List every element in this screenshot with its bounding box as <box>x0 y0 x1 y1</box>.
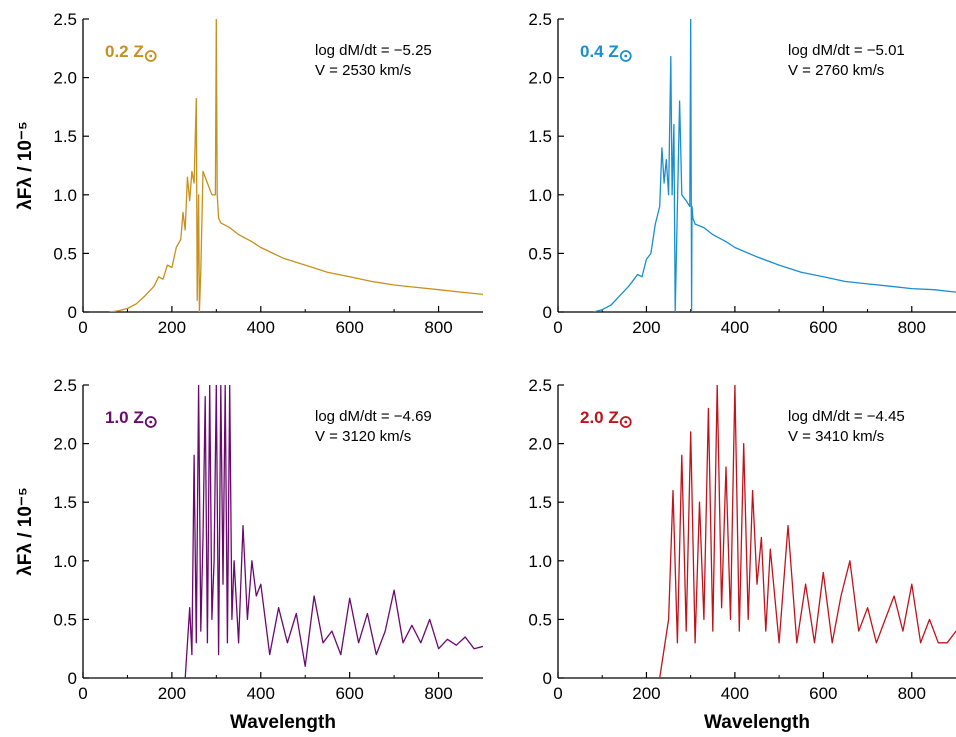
x-tick-label: 200 <box>632 318 660 337</box>
y-tick-label: 1.5 <box>528 127 552 146</box>
spectrum-line <box>109 19 483 312</box>
sun-symbol-dot <box>149 54 153 58</box>
x-tick-label: 400 <box>721 318 749 337</box>
sun-symbol-icon <box>619 50 632 62</box>
y-tick-label: 1.0 <box>53 552 77 571</box>
y-tick-label: 2.0 <box>528 435 552 454</box>
velocity-annotation: V = 3410 km/s <box>788 428 884 445</box>
x-tick-label: 0 <box>78 684 87 703</box>
y-tick-label: 0 <box>543 303 552 322</box>
sun-symbol-dot <box>624 54 628 58</box>
sun-symbol-icon <box>619 416 632 428</box>
y-tick-label: 0 <box>543 669 552 688</box>
velocity-annotation: V = 3120 km/s <box>315 428 411 445</box>
y-tick-label: 2.0 <box>53 435 77 454</box>
sun-symbol-icon <box>144 50 157 62</box>
x-tick-label: 800 <box>898 318 926 337</box>
x-tick-label: 600 <box>335 318 363 337</box>
chart-panel-bottom-left: 0 200 400 600 800 0 0.5 1.0 1.5 2.0 2.5 1.0 Z log dM… <box>15 376 483 733</box>
y-axis-title: λFλ / 10⁻⁵ <box>15 487 36 576</box>
y-tick-label: 1.5 <box>53 493 77 512</box>
y-tick-label: 1.0 <box>53 186 77 205</box>
x-axis-title: Wavelength <box>230 712 336 733</box>
y-tick-label: 0 <box>68 669 77 688</box>
x-tick-label: 200 <box>158 684 186 703</box>
mass-loss-annotation: log dM/dt = −4.45 <box>788 408 905 425</box>
sun-symbol-icon <box>144 416 157 428</box>
sun-symbol-dot <box>624 420 628 424</box>
y-tick-label: 0 <box>68 303 77 322</box>
y-tick-label: 1.5 <box>53 127 77 146</box>
mass-loss-annotation: log dM/dt = −5.01 <box>788 42 905 59</box>
velocity-annotation: V = 2760 km/s <box>788 62 884 79</box>
y-tick-label: 0.5 <box>528 244 552 263</box>
sun-symbol-dot <box>149 420 153 424</box>
x-tick-label: 0 <box>553 318 562 337</box>
chart-panel-top-right: 0 200 400 600 800 0 0.5 1.0 1.5 2.0 2.5 0.4 Z log dM… <box>528 10 956 337</box>
spectrum-line <box>593 19 956 312</box>
y-tick-label: 2.5 <box>53 10 77 29</box>
x-tick-label: 600 <box>809 684 837 703</box>
x-tick-label: 400 <box>247 684 275 703</box>
y-tick-label: 1.0 <box>528 186 552 205</box>
spectrum-line <box>659 385 956 678</box>
y-tick-label: 2.0 <box>53 69 77 88</box>
metallicity-label: 1.0 Z <box>105 408 144 427</box>
y-axis-title: λFλ / 10⁻⁵ <box>15 121 36 210</box>
x-tick-label: 200 <box>632 684 660 703</box>
x-tick-label: 800 <box>424 318 452 337</box>
metallicity-label: 2.0 Z <box>580 408 619 427</box>
x-tick-label: 800 <box>898 684 926 703</box>
chart-panel-bottom-right: 0 200 400 600 800 0 0.5 1.0 1.5 2.0 2.5 2.0 Z log dM… <box>528 376 956 733</box>
metallicity-label: 0.4 Z <box>580 42 619 61</box>
mass-loss-annotation: log dM/dt = −5.25 <box>315 42 432 59</box>
y-tick-label: 0.5 <box>528 610 552 629</box>
x-tick-label: 800 <box>424 684 452 703</box>
x-tick-label: 600 <box>809 318 837 337</box>
y-tick-label: 2.0 <box>528 69 552 88</box>
x-tick-label: 0 <box>78 318 87 337</box>
y-tick-label: 2.5 <box>528 376 552 395</box>
y-tick-label: 0.5 <box>53 244 77 263</box>
y-tick-label: 1.0 <box>528 552 552 571</box>
metallicity-label: 0.2 Z <box>105 42 144 61</box>
y-tick-label: 2.5 <box>53 376 77 395</box>
x-tick-label: 400 <box>721 684 749 703</box>
mass-loss-annotation: log dM/dt = −4.69 <box>315 408 432 425</box>
velocity-annotation: V = 2530 km/s <box>315 62 411 79</box>
y-tick-label: 1.5 <box>528 493 552 512</box>
x-axis-title: Wavelength <box>704 712 810 733</box>
spectrum-line <box>184 385 483 678</box>
x-tick-label: 600 <box>335 684 363 703</box>
y-tick-label: 2.5 <box>528 10 552 29</box>
x-tick-label: 200 <box>158 318 186 337</box>
y-tick-label: 0.5 <box>53 610 77 629</box>
x-tick-label: 400 <box>247 318 275 337</box>
chart-panel-top-left: 0 200 400 600 800 0 0.5 1.0 1.5 2.0 2.5 0.2 Z log dM… <box>15 10 483 337</box>
x-tick-label: 0 <box>553 684 562 703</box>
